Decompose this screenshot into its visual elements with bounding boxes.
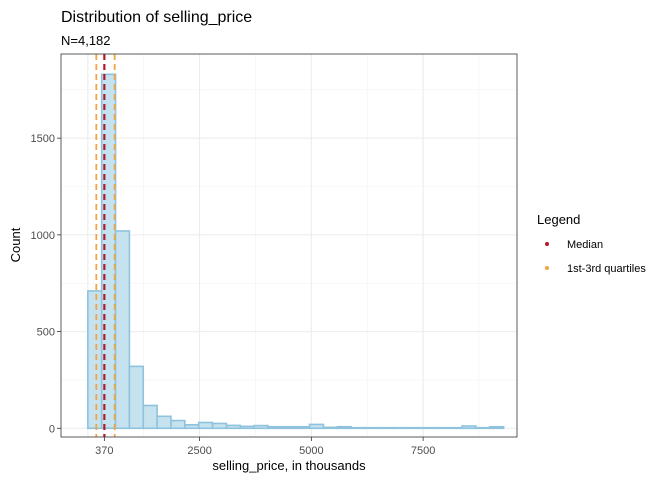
histogram-bar — [364, 426, 380, 430]
legend-key — [545, 242, 549, 246]
legend-items: Median 1st-3rd quartiles — [545, 239, 646, 275]
histogram-bar — [336, 425, 352, 430]
histogram-bar — [253, 424, 269, 430]
x-tick-label: 370 — [95, 445, 113, 457]
legend-label: Median — [567, 239, 603, 251]
x-axis-title: selling_price, in thousands — [212, 458, 366, 473]
histogram-bar — [488, 425, 505, 430]
histogram-bar — [433, 426, 449, 430]
histogram-bar — [461, 425, 477, 430]
histogram-bar — [114, 230, 131, 430]
y-tick-label: 0 — [49, 423, 55, 435]
histogram-bar — [128, 365, 145, 430]
histogram-bar — [405, 426, 422, 430]
histogram-bar — [281, 425, 297, 430]
grid-lines — [61, 54, 517, 437]
histogram-bar — [350, 426, 366, 430]
histogram-bar — [170, 419, 186, 430]
chart-subtitle: N=4,182 — [61, 33, 111, 48]
histogram-bar — [322, 426, 339, 430]
histogram-bar — [142, 404, 158, 430]
histogram-bar — [87, 290, 103, 430]
histogram-bar — [378, 426, 394, 430]
x-tick-label: 5000 — [299, 445, 323, 457]
legend-key — [545, 266, 549, 270]
histogram-bar — [225, 424, 242, 430]
y-axis-ticks: 0 500 1000 1500 — [31, 133, 61, 435]
legend-title: Legend — [537, 212, 580, 227]
y-tick-label: 1500 — [31, 133, 55, 145]
chart-title: Distribution of selling_price — [61, 9, 252, 26]
histogram-bar — [294, 425, 311, 430]
histogram-bar — [447, 426, 463, 430]
histogram-bar — [475, 426, 491, 430]
y-tick-label: 500 — [37, 327, 55, 339]
histogram-bar — [211, 422, 228, 430]
histogram-bar — [419, 426, 436, 430]
histogram-bar — [308, 423, 325, 430]
x-tick-label: 7500 — [411, 445, 435, 457]
histogram-bar — [239, 425, 255, 430]
x-tick-label: 2500 — [187, 445, 211, 457]
reference-lines — [95, 54, 116, 437]
y-tick-label: 1000 — [31, 230, 55, 242]
histogram-bar — [267, 425, 283, 430]
histogram-bar — [391, 426, 408, 430]
x-axis-ticks: 370 2500 5000 7500 — [95, 437, 435, 457]
legend-label: 1st-3rd quartiles — [567, 263, 646, 275]
y-axis-title: Count — [8, 227, 23, 262]
plot-border — [60, 53, 518, 438]
plot-area — [60, 53, 518, 438]
histogram-bar — [184, 424, 200, 430]
legend: Legend Median 1st-3rd quartiles — [537, 212, 646, 275]
histogram-bar — [156, 415, 172, 430]
histogram-bar — [197, 421, 214, 430]
